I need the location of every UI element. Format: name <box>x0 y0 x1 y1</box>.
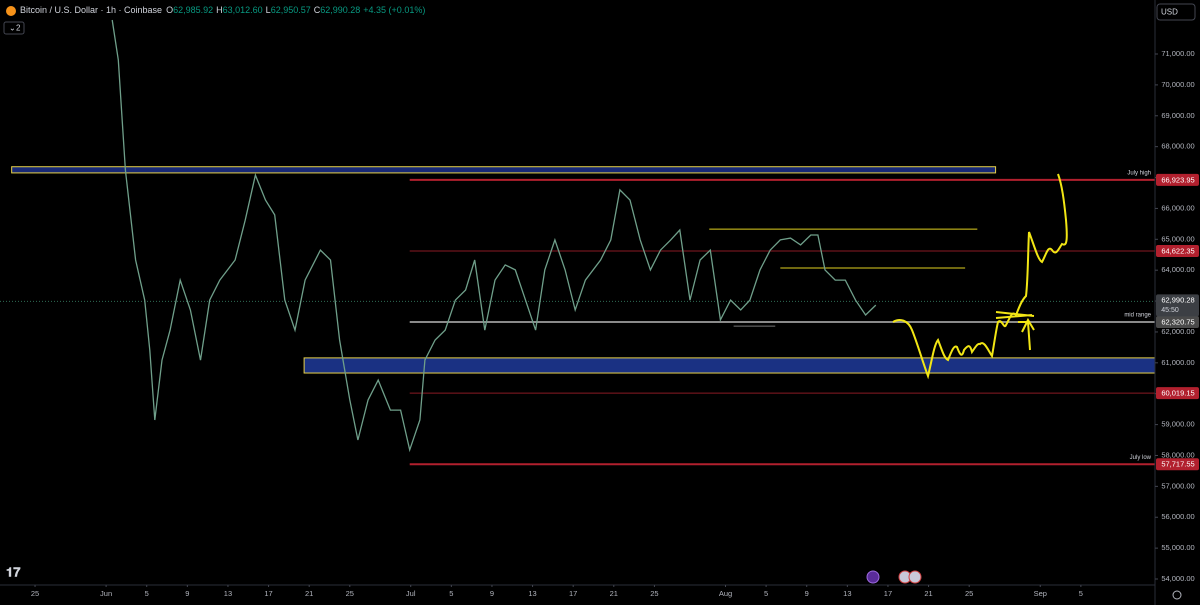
ohlc-change: +4.35 (+0.01%) <box>363 5 425 15</box>
indicator-count: 2 <box>16 24 21 33</box>
plot-area: July high mid range July low <box>0 19 1156 466</box>
drawing-arrow <box>1021 317 1035 351</box>
last-price-label: 62,990.28 <box>1161 295 1194 304</box>
y-tick-label: 69,000.00 <box>1161 111 1194 120</box>
y-tick-label: 59,000.00 <box>1161 420 1194 429</box>
logo: 𝟏𝟕 <box>6 564 21 579</box>
x-tick-label: 9 <box>185 589 189 598</box>
x-tick-label: 25 <box>31 589 39 598</box>
axis-layer: 54,000.00 55,000.00 56,000.00 57,000.00 58,0… <box>31 49 1199 598</box>
ohlc-value: 63,012.60 <box>223 5 263 15</box>
y-tick-label: 57,000.00 <box>1161 481 1194 490</box>
level-price-label: 57,717.55 <box>1161 460 1194 469</box>
level-price-tag <box>1156 387 1199 400</box>
zone-box <box>303 357 1156 374</box>
y-tick-label: 65,000.00 <box>1161 234 1194 243</box>
level-price-tag <box>1156 458 1199 471</box>
symbol-title: Bitcoin / U.S. Dollar · 1h · Coinbase <box>20 5 162 15</box>
header-line: Bitcoin / U.S. Dollar · 1h · Coinbase O62… <box>20 5 425 15</box>
last-price-tag <box>1156 294 1199 317</box>
indicator-toggle[interactable] <box>3 21 25 35</box>
level-note: mid range <box>1124 313 1151 319</box>
y-tick-label: 64,000.00 <box>1161 265 1194 274</box>
y-tick-label: 58,000.00 <box>1161 450 1194 459</box>
indicator-toggle-caret: ⌄ <box>9 24 16 33</box>
x-tick-label: 13 <box>528 589 536 598</box>
x-tick-label: 21 <box>610 589 618 598</box>
symbol-icon <box>6 6 16 16</box>
currency-button[interactable] <box>1156 3 1196 21</box>
x-tick-label: Sep <box>1034 589 1047 598</box>
x-tick-label: 21 <box>305 589 313 598</box>
level-price-label: 66,923.95 <box>1161 175 1194 184</box>
y-tick-label: 55,000.00 <box>1161 543 1194 552</box>
drawing-path <box>892 173 1068 380</box>
level-price-tag <box>1156 173 1199 186</box>
y-tick-label: 71,000.00 <box>1161 49 1194 58</box>
x-tick-label: 25 <box>965 589 973 598</box>
y-tick-label: 62,000.00 <box>1161 327 1194 336</box>
x-tick-label: 17 <box>884 589 892 598</box>
currency-label: USD <box>1161 8 1178 17</box>
countdown-label: 45:50 <box>1161 307 1179 314</box>
ohlc-label: C <box>314 5 321 15</box>
ohlc-value: 62,990.28 <box>320 5 360 15</box>
y-tick-label: 68,000.00 <box>1161 142 1194 151</box>
level-price-label: 62,320.75 <box>1161 318 1194 327</box>
x-tick-label: Jul <box>406 589 416 598</box>
ohlc-value: 62,985.92 <box>173 5 213 15</box>
x-tick-label: Aug <box>719 589 732 598</box>
y-tick-label: 61,000.00 <box>1161 358 1194 367</box>
x-tick-label: 25 <box>346 589 354 598</box>
level-price-label: 60,019.15 <box>1161 389 1194 398</box>
x-tick-label: 17 <box>264 589 272 598</box>
y-tick-label: 54,000.00 <box>1161 574 1194 583</box>
level-note: July low <box>1130 455 1152 461</box>
x-tick-label: 13 <box>843 589 851 598</box>
level-price-tag <box>1156 244 1199 257</box>
x-tick-label: 5 <box>764 589 768 598</box>
ohlc-label: O <box>166 5 173 15</box>
x-tick-label: 17 <box>569 589 577 598</box>
ohlc-label: H <box>216 5 223 15</box>
price-line <box>111 19 877 453</box>
level-price-label: 64,622.35 <box>1161 246 1194 255</box>
x-tick-label: 9 <box>490 589 494 598</box>
x-tick-label: 5 <box>145 589 149 598</box>
x-tick-label: 13 <box>224 589 232 598</box>
level-price-tag <box>1156 316 1199 329</box>
y-tick-label: 70,000.00 <box>1161 80 1194 89</box>
level-note: July high <box>1127 170 1151 176</box>
x-tick-label: 9 <box>805 589 809 598</box>
y-tick-label: 56,000.00 <box>1161 512 1194 521</box>
settings-icon[interactable] <box>1172 590 1182 600</box>
x-tick-label: 21 <box>924 589 932 598</box>
y-tick-label: 66,000.00 <box>1161 203 1194 212</box>
ohlc-value: 62,950.57 <box>271 5 311 15</box>
x-tick-label: 5 <box>1079 589 1083 598</box>
zone-box <box>11 166 997 174</box>
x-tick-label: 5 <box>449 589 453 598</box>
ohlc-label: L <box>266 5 271 15</box>
x-tick-label: Jun <box>100 589 112 598</box>
event-icon[interactable] <box>908 570 922 584</box>
event-icon[interactable] <box>866 570 880 584</box>
x-tick-label: 25 <box>650 589 658 598</box>
